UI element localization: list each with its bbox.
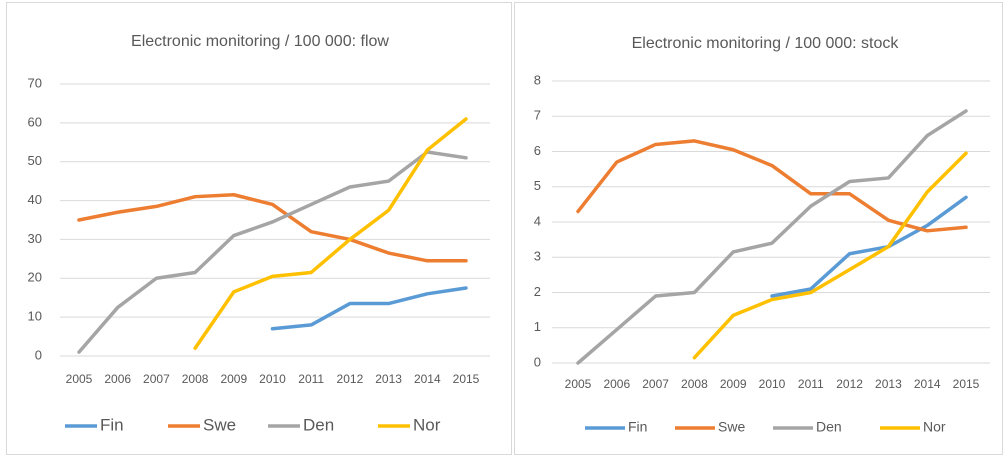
- x-tick-label: 2007: [642, 377, 669, 391]
- series-line: [193, 117, 468, 350]
- legend-label: Den: [816, 419, 842, 435]
- x-tick-label: 2014: [414, 372, 441, 386]
- y-tick-label: 6: [534, 143, 541, 158]
- y-tick-label: 10: [28, 309, 42, 324]
- x-tick-label: 2009: [220, 372, 247, 386]
- x-tick-label: 2011: [298, 372, 324, 386]
- x-tick-label: 2008: [182, 372, 209, 386]
- chart-title: Electronic monitoring / 100 000: stock: [632, 35, 900, 52]
- x-tick-label: 2008: [681, 377, 708, 391]
- x-tick-label: 2009: [720, 377, 747, 391]
- x-tick-label: 2013: [375, 372, 402, 386]
- x-tick-label: 2007: [143, 372, 170, 386]
- x-tick-label: 2013: [875, 377, 902, 391]
- y-tick-label: 1: [534, 319, 541, 334]
- y-tick-label: 40: [28, 192, 42, 207]
- y-tick-label: 2: [534, 284, 541, 299]
- x-tick-label: 2005: [66, 372, 93, 386]
- x-tick-label: 2015: [953, 377, 980, 391]
- y-tick-label: 3: [534, 249, 541, 264]
- series-line: [576, 109, 968, 365]
- y-tick-label: 70: [28, 75, 42, 90]
- series-line: [770, 195, 968, 298]
- legend-label: Swe: [203, 415, 236, 434]
- series-line: [77, 192, 468, 263]
- y-tick-label: 7: [534, 108, 541, 123]
- x-tick-label: 2010: [259, 372, 286, 386]
- series-line: [270, 286, 468, 331]
- legend-label: Den: [303, 415, 334, 434]
- legend-label: Fin: [100, 415, 124, 434]
- y-tick-label: 60: [28, 114, 42, 129]
- y-tick-label: 0: [35, 347, 42, 362]
- x-tick-label: 2006: [603, 377, 630, 391]
- x-tick-label: 2012: [337, 372, 364, 386]
- legend-label: Fin: [628, 419, 647, 435]
- x-tick-label: 2010: [759, 377, 786, 391]
- y-tick-label: 30: [28, 231, 42, 246]
- y-tick-label: 20: [28, 270, 42, 285]
- y-tick-label: 0: [534, 354, 541, 369]
- y-tick-label: 50: [28, 153, 42, 168]
- x-tick-label: 2006: [104, 372, 131, 386]
- legend-label: Nor: [413, 415, 441, 434]
- legend-label: Nor: [923, 419, 946, 435]
- x-tick-label: 2011: [798, 377, 824, 391]
- y-tick-label: 5: [534, 178, 541, 193]
- x-tick-label: 2015: [453, 372, 480, 386]
- series-line: [576, 139, 968, 233]
- x-tick-label: 2005: [565, 377, 592, 391]
- legend-label: Swe: [718, 419, 745, 435]
- y-tick-label: 8: [534, 72, 541, 87]
- y-tick-label: 4: [534, 213, 541, 228]
- series-line: [77, 150, 468, 354]
- chart-title: Electronic monitoring / 100 000: flow: [131, 33, 389, 50]
- series-line: [692, 151, 968, 360]
- x-tick-label: 2014: [914, 377, 941, 391]
- x-tick-label: 2012: [836, 377, 863, 391]
